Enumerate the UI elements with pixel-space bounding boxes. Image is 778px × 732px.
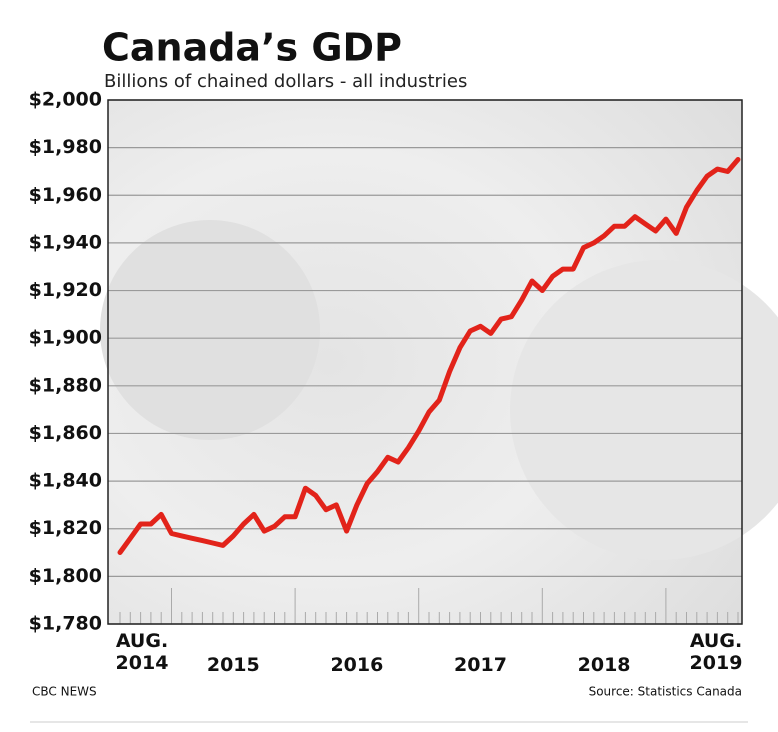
y-tick-label: $1,940 [29, 231, 102, 253]
y-tick-label: $2,000 [29, 89, 102, 111]
plot-frame [107, 99, 743, 625]
y-tick-label: $1,800 [29, 565, 102, 587]
source: Source: Statistics Canada [589, 685, 742, 699]
y-tick-label: $1,880 [29, 374, 102, 396]
y-tick-label: $1,820 [29, 517, 102, 539]
y-tick-label: $1,860 [29, 422, 102, 444]
decoration [510, 260, 778, 560]
credit: CBC NEWS [32, 685, 97, 699]
line [117, 157, 741, 555]
decoration [100, 220, 320, 440]
y-tick-label: $1,900 [29, 327, 102, 349]
y-tick-label: $1,980 [29, 136, 102, 158]
x-tick-label: 2017 [454, 654, 507, 676]
chart-title: Canada’s GDP [102, 26, 402, 70]
x-tick-label: 2015 [206, 654, 260, 676]
y-tick-label: $1,780 [29, 613, 102, 635]
y-tick-label: $1,960 [29, 184, 102, 206]
x-tick-label: 2016 [330, 654, 384, 676]
x-tick-label: AUG. 2014 [115, 630, 169, 674]
y-tick-label: $1,840 [29, 470, 102, 492]
x-tick-label: 2018 [577, 654, 631, 676]
chart-subtitle: Billions of chained dollars - all indust… [104, 71, 467, 92]
y-tick-label: $1,920 [29, 279, 102, 301]
x-tick-label: AUG. 2019 [689, 630, 743, 674]
